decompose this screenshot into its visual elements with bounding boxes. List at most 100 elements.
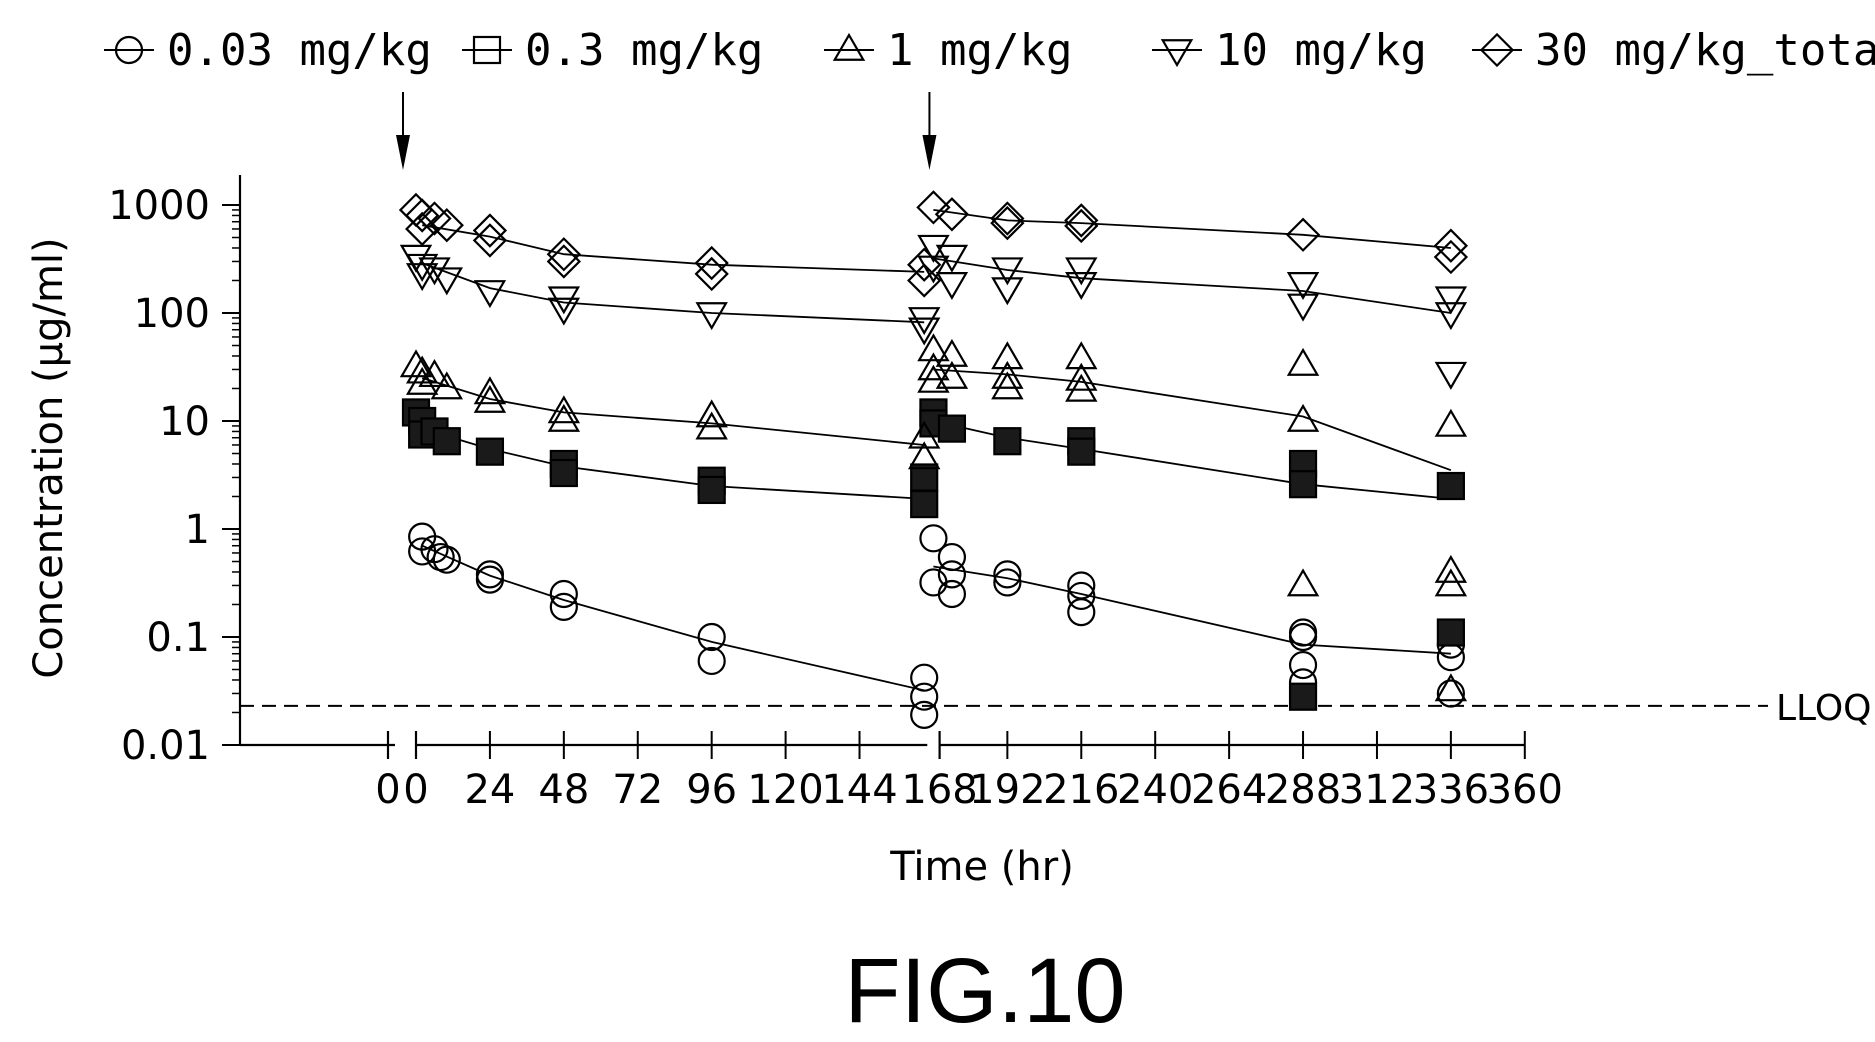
point-square [993,427,1022,456]
point-triangle-up [991,341,1024,370]
x-tick-label: 240 [1117,767,1193,813]
legend-label: 10 mg/kg [1215,25,1427,76]
x-tick-label: 96 [686,767,737,813]
point-diamond [694,256,729,292]
dose-arrow-head-icon [396,135,410,170]
point-circle [1067,581,1096,611]
point-triangle-up [1286,347,1320,376]
point-triangle-up [935,338,969,367]
point-circle [697,646,726,676]
x-tick-label: 120 [747,767,823,813]
point-circle [1067,598,1096,627]
point-triangle-up [1065,373,1098,402]
point-diamond [694,245,729,281]
point-diamond [907,263,942,298]
point-triangle-up [1065,341,1098,370]
point-triangle-down [935,244,969,273]
point-triangle-down [991,257,1024,286]
x-tick-label: 360 [1487,767,1563,813]
point-triangle-down [1434,302,1468,331]
point-triangle-up [991,371,1024,400]
point-circle [910,700,939,729]
point-diamond [417,201,452,236]
y-tick-label: 0.01 [121,723,210,769]
point-triangle-down [917,234,950,263]
point-triangle-up [399,349,433,378]
point-diamond [1285,217,1321,252]
point-triangle-up [547,395,581,424]
legend-label: 30 mg/kg_total [1535,25,1875,76]
figure-caption: FIG.10 [844,940,1125,1042]
point-triangle-down [473,280,507,309]
point-triangle-down [418,257,451,286]
x-tick-label: 48 [538,767,589,813]
point-triangle-down [991,277,1024,306]
point-triangle-up [1434,408,1468,437]
point-square [1288,682,1318,711]
y-tick-label: 1000 [108,183,210,229]
x-tick-label: 168 [901,767,977,813]
legend-label: 0.03 mg/kg [167,25,432,76]
x-tick-label: 336 [1413,767,1489,813]
point-triangle-up [907,441,941,470]
point-square [697,475,726,505]
x-tick-label: 144 [821,767,897,813]
x-tick-label: 24 [464,767,515,813]
point-circle [937,560,967,589]
x-tick-label: 264 [1191,767,1267,813]
legend-marker-triangle-down-icon [1160,39,1194,68]
point-triangle-up [430,371,464,400]
point-triangle-down [1434,361,1468,390]
point-circle [910,682,939,711]
point-triangle-up [547,403,581,432]
point-circle [910,663,939,692]
point-triangle-down [405,263,439,292]
point-triangle-down [1065,272,1098,301]
point-triangle-up [418,359,451,388]
x-tick-label: 72 [612,767,663,813]
data-points [398,190,1469,729]
legend-label: 1 mg/kg [887,25,1072,76]
point-square [910,490,939,519]
point-diamond [1064,208,1099,244]
point-square [1436,618,1465,647]
dose-arrows [396,92,937,170]
point-square [1436,471,1465,501]
x-tick-label: 0 [403,767,428,813]
point-square [475,437,505,466]
legend-label: 0.3 mg/kg [525,25,763,76]
y-tick-label: 10 [159,399,210,445]
point-square [549,458,578,488]
mean-line-series-3-week2 [933,368,1452,472]
x-tick-label: 0 [375,767,400,813]
mean-line-series-4-week1 [421,262,925,324]
legend-marker-diamond-icon [1479,32,1515,68]
point-triangle-up [1286,568,1320,597]
point-diamond [990,201,1025,236]
point-square [432,427,461,456]
point-triangle-down [935,272,969,301]
y-tick-label: 100 [134,291,210,337]
mean-line-series-5-week2 [933,209,1451,249]
point-circle [993,560,1022,589]
point-diamond [1433,239,1469,275]
dose-arrow-head-icon [922,135,937,170]
point-diamond [990,205,1025,241]
y-tick-label: 0.1 [146,615,210,661]
point-triangle-up [1286,403,1320,432]
mean-line-series-1-week1 [421,544,925,692]
point-circle [937,542,967,572]
x-tick-label: 216 [1043,767,1119,813]
point-triangle-down [907,317,941,346]
x-tick-label: 312 [1339,767,1415,813]
point-triangle-up [1434,673,1468,702]
point-circle [937,579,967,609]
lloq-label: LLOQ [1776,688,1872,729]
point-diamond [907,247,942,282]
point-triangle-down [430,267,464,296]
point-circle [1288,650,1318,680]
point-diamond [934,197,970,232]
point-diamond [472,213,508,248]
point-diamond [1064,203,1099,238]
